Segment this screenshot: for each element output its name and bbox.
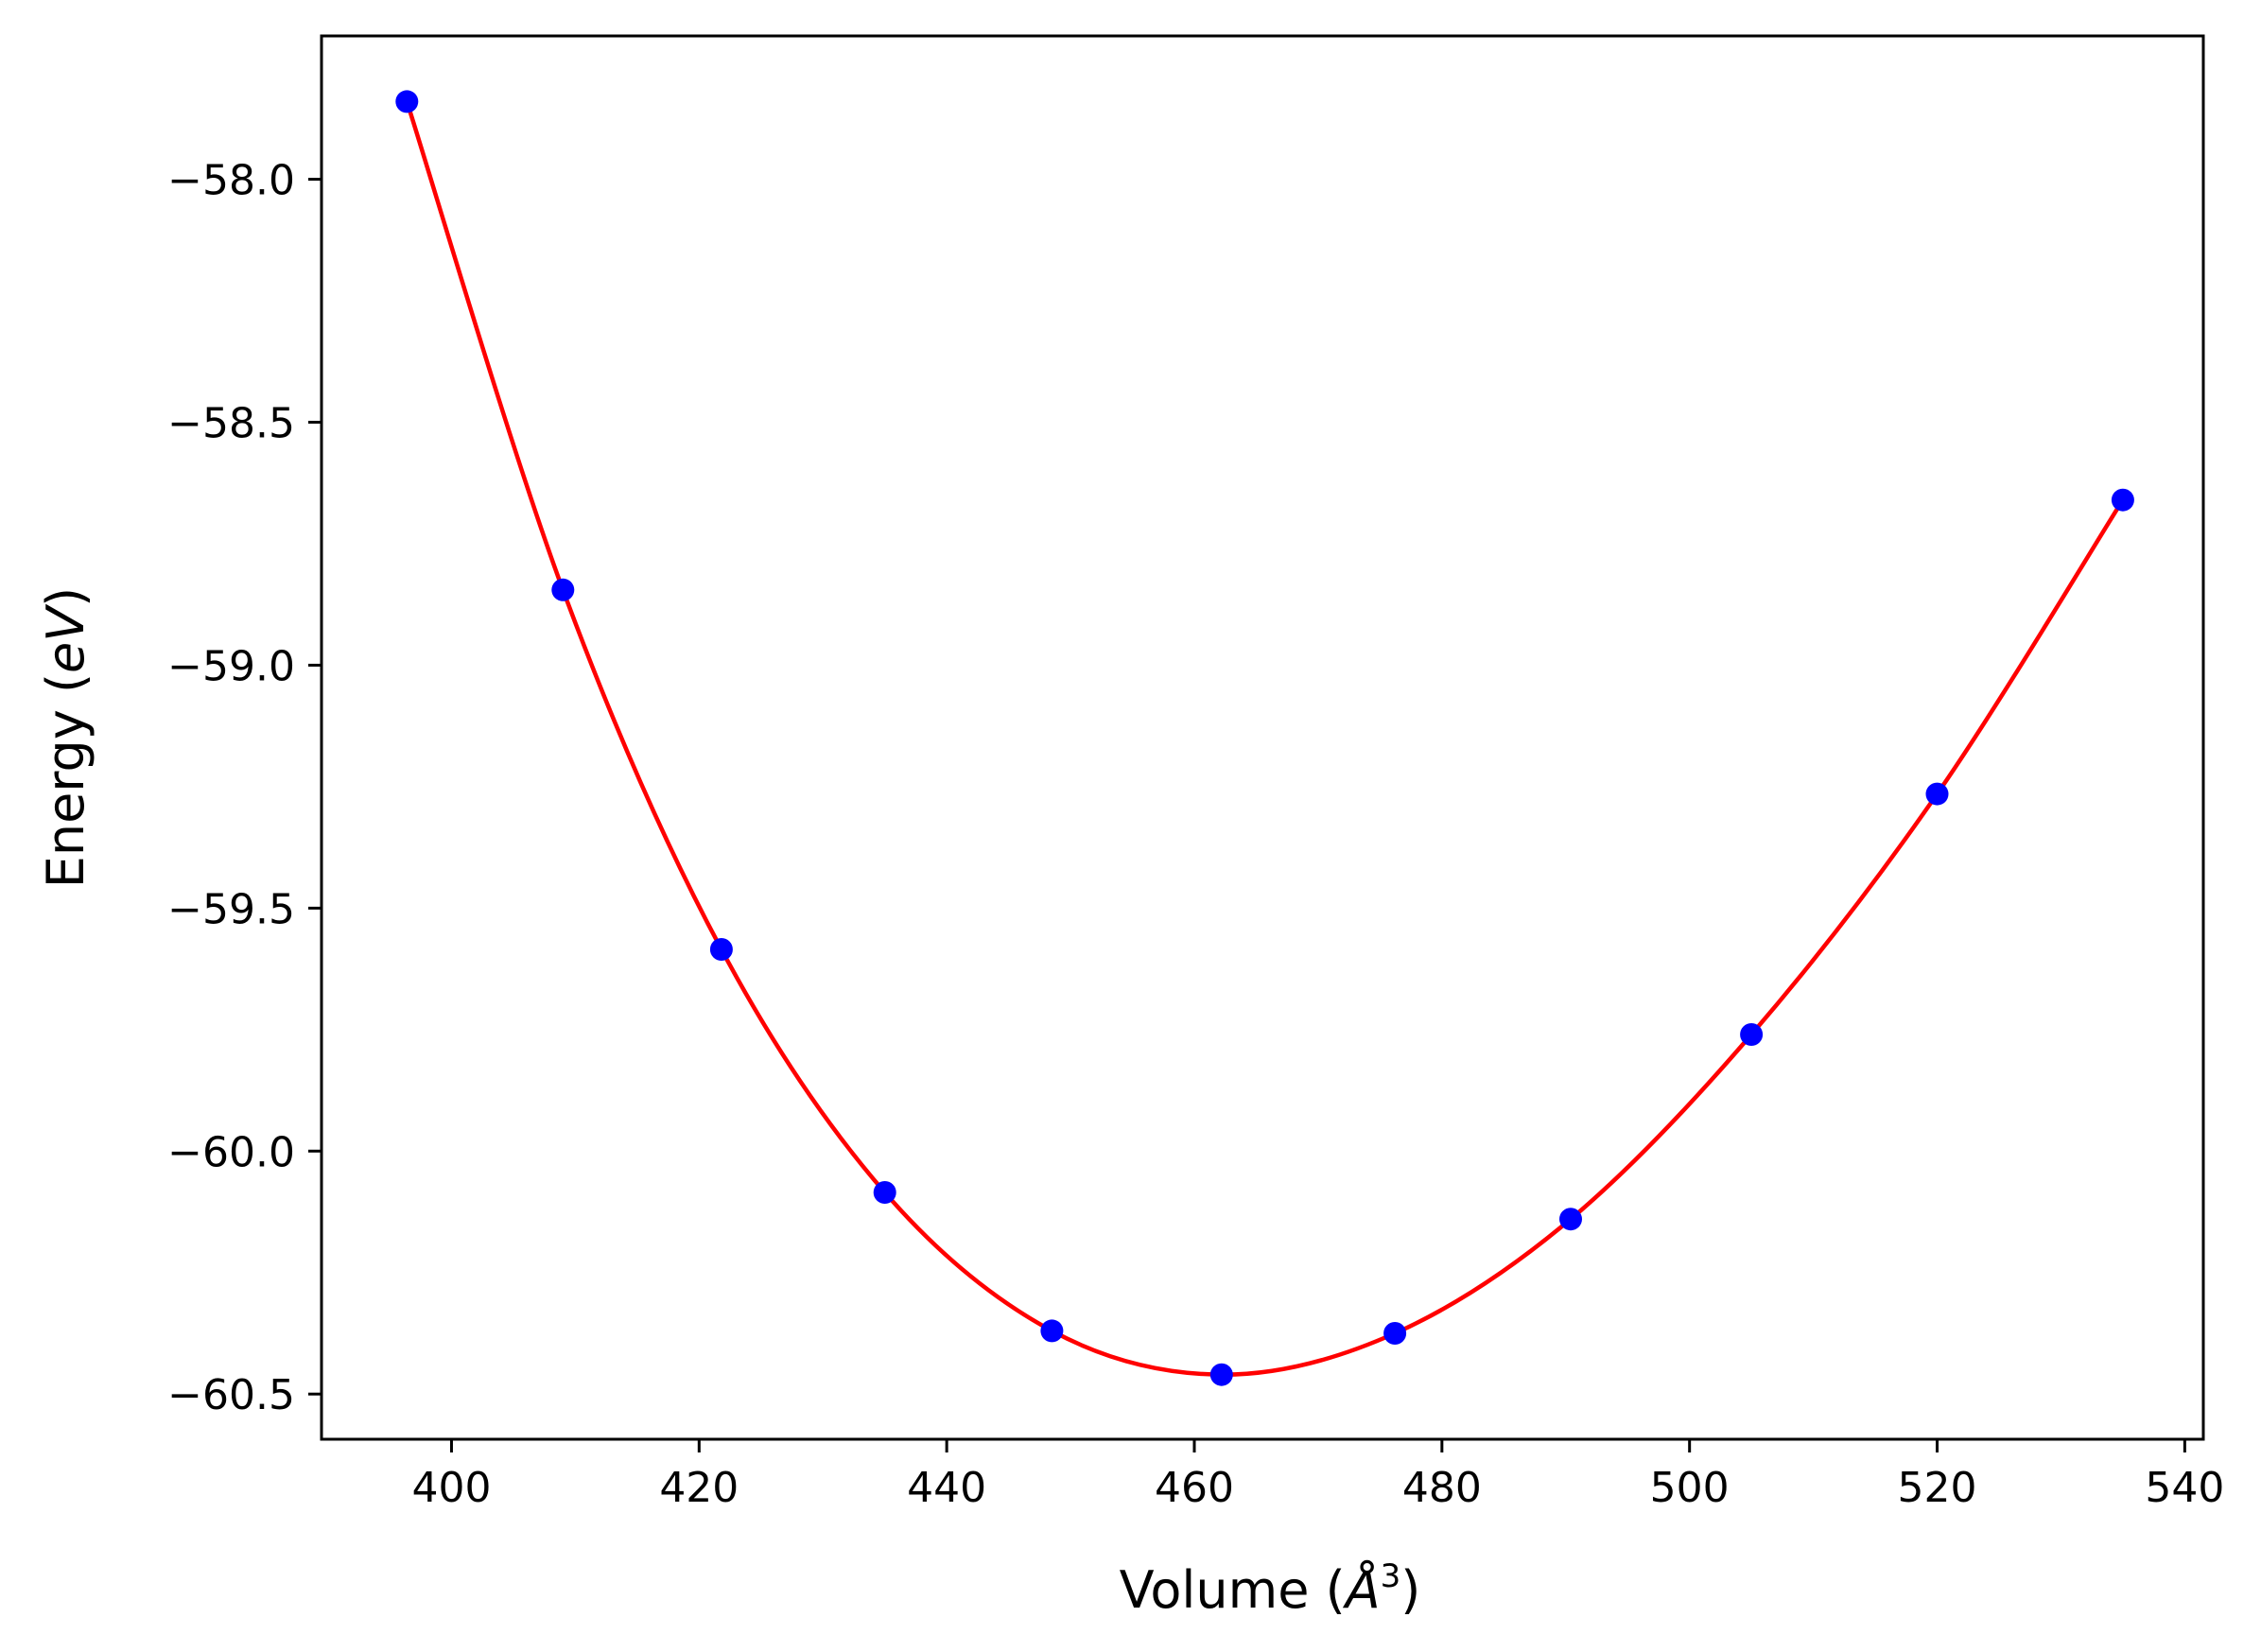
data-point — [1559, 1208, 1582, 1231]
y-tick-label: −60.0 — [167, 1128, 295, 1176]
x-tick-label: 460 — [1155, 1464, 1234, 1512]
plot-area — [395, 90, 2134, 1386]
x-tick-label: 520 — [1898, 1464, 1977, 1512]
y-tick-label: −58.0 — [167, 157, 295, 205]
data-point — [1209, 1363, 1233, 1386]
y-axis-ticks: −58.0 −58.5 −59.0 −59.5 −60.0 −60.5 — [167, 157, 322, 1419]
data-point — [1740, 1023, 1764, 1046]
x-tick-label: 420 — [659, 1464, 739, 1512]
fit-curve-line — [405, 100, 2125, 1377]
data-point — [551, 578, 575, 601]
x-tick-label: 440 — [907, 1464, 986, 1512]
x-tick-label: 400 — [411, 1464, 491, 1512]
data-point — [1040, 1319, 1064, 1343]
data-point — [2111, 488, 2134, 512]
y-axis-label: Energy (eV) — [36, 587, 96, 889]
data-point — [873, 1181, 896, 1204]
x-tick-label: 500 — [1650, 1464, 1730, 1512]
y-tick-label: −60.5 — [167, 1371, 295, 1419]
x-tick-label: 540 — [2145, 1464, 2224, 1512]
axes-frame — [320, 34, 2205, 1441]
x-axis-ticks: 400 420 440 460 480 500 520 540 — [411, 1439, 2224, 1512]
x-axis-label: Volume (Å3) — [1120, 1557, 1421, 1620]
data-point — [1383, 1322, 1407, 1345]
y-tick-label: −59.0 — [167, 642, 295, 690]
data-point — [395, 90, 419, 113]
data-point — [709, 938, 733, 961]
y-tick-label: −58.5 — [167, 400, 295, 448]
y-tick-label: −59.5 — [167, 885, 295, 933]
data-point — [1925, 782, 1949, 806]
x-tick-label: 480 — [1402, 1464, 1482, 1512]
